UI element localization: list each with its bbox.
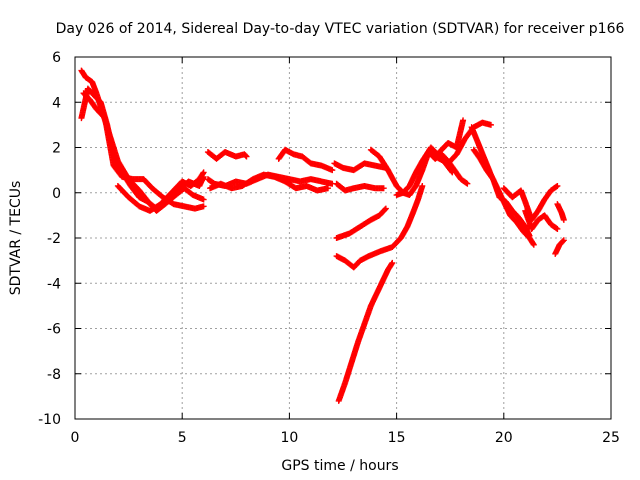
x-tick-label: 10 bbox=[280, 430, 298, 446]
data-point bbox=[464, 180, 471, 187]
data-point bbox=[554, 225, 561, 232]
x-tick-label: 25 bbox=[602, 430, 620, 446]
series-arc-11 bbox=[333, 205, 389, 241]
series-arc-12 bbox=[333, 182, 426, 271]
series-arc-3 bbox=[80, 90, 207, 212]
series-arc-22 bbox=[554, 201, 567, 223]
plot-frame bbox=[74, 56, 612, 420]
data-point bbox=[530, 241, 537, 248]
data-point bbox=[382, 205, 389, 212]
series-arc-1 bbox=[78, 67, 207, 214]
data-point bbox=[419, 182, 426, 189]
x-tick-label: 5 bbox=[178, 430, 187, 446]
series-arc-23 bbox=[552, 237, 567, 257]
data-points bbox=[78, 67, 567, 404]
series-arc-19 bbox=[470, 146, 533, 239]
axis-ticks: 0 5 10 15 20 25 -10 -8 -6 -4 -2 0 2 4 6 bbox=[38, 50, 620, 446]
series-arc-10 bbox=[331, 160, 389, 174]
data-point bbox=[559, 238, 566, 245]
series-arc-13 bbox=[335, 259, 396, 404]
data-point bbox=[243, 153, 250, 160]
series-arc-4 bbox=[114, 169, 207, 214]
data-point bbox=[200, 203, 207, 210]
data-point bbox=[560, 237, 567, 244]
y-tick-label: -6 bbox=[47, 322, 61, 338]
data-point bbox=[200, 169, 207, 176]
data-point bbox=[329, 167, 336, 174]
data-point bbox=[526, 232, 533, 239]
data-point bbox=[487, 121, 494, 128]
data-point bbox=[382, 206, 389, 213]
y-tick-label: 6 bbox=[52, 50, 61, 66]
x-tick-label: 20 bbox=[495, 430, 513, 446]
y-tick-label: -4 bbox=[47, 276, 61, 292]
y-tick-label: -10 bbox=[38, 412, 61, 428]
y-tick-label: 0 bbox=[52, 186, 61, 202]
y-tick-label: -8 bbox=[47, 367, 61, 383]
y-tick-label: -2 bbox=[47, 231, 61, 247]
series-arc-6 bbox=[207, 171, 331, 194]
series-arc-15 bbox=[393, 149, 471, 199]
x-tick-label: 0 bbox=[71, 430, 80, 446]
y-axis-label: SDTVAR / TECUs bbox=[8, 181, 24, 296]
series-arc-9 bbox=[333, 180, 387, 194]
data-point bbox=[380, 185, 387, 192]
series-arc-20 bbox=[500, 182, 561, 223]
series-arc-8 bbox=[275, 146, 336, 174]
series-arc-21 bbox=[522, 207, 561, 232]
x-axis-label: GPS time / hours bbox=[281, 458, 398, 474]
data-point bbox=[324, 185, 331, 192]
data-point bbox=[200, 196, 207, 203]
x-tick-label: 15 bbox=[388, 430, 406, 446]
y-tick-label: 4 bbox=[52, 95, 61, 111]
data-point bbox=[554, 182, 561, 189]
data-point bbox=[389, 259, 396, 266]
series-arc-17 bbox=[436, 117, 467, 156]
y-tick-label: 2 bbox=[52, 141, 61, 157]
series-arc-7 bbox=[204, 149, 250, 162]
chart-title: Day 026 of 2014, Sidereal Day-to-day VTE… bbox=[56, 21, 625, 37]
data-point bbox=[460, 117, 467, 124]
data-point bbox=[560, 216, 567, 223]
data-point bbox=[242, 152, 249, 159]
